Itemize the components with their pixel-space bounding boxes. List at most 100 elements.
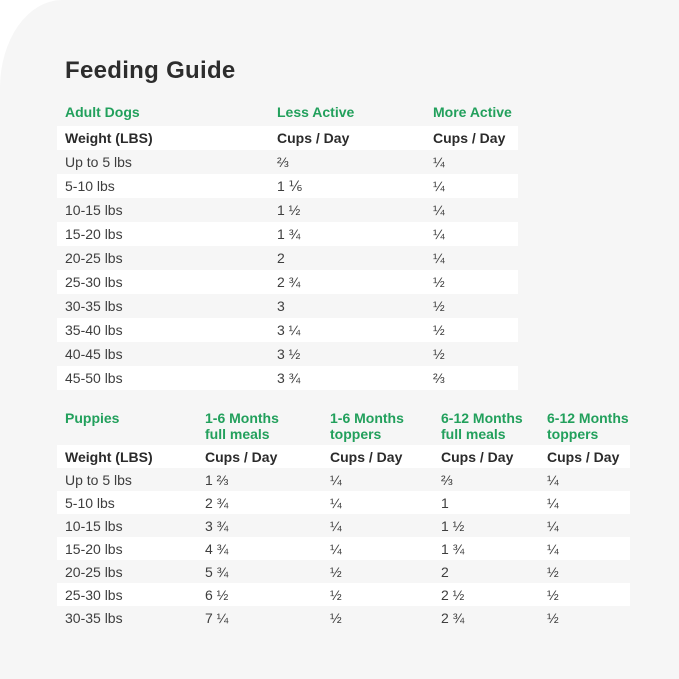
less-active-value: 3 ¼ xyxy=(277,322,301,338)
value-6-12-toppers: ½ xyxy=(547,563,559,580)
column-header-more-active: More Active xyxy=(433,104,512,120)
table-row: 45-50 lbs 3 ¾ ⅔ xyxy=(57,366,518,390)
value-6-12-toppers: ½ xyxy=(547,609,559,626)
value-1-6-full-meals: 1 ⅔ xyxy=(205,471,229,488)
more-active-value: ¼ xyxy=(433,154,445,170)
more-active-value: ⅔ xyxy=(433,370,445,386)
weight-cell: 45-50 lbs xyxy=(65,370,123,386)
table-row: 35-40 lbs 3 ¼ ½ xyxy=(57,318,518,342)
less-active-value: 2 xyxy=(277,250,285,266)
adult-subheader-row: Weight (LBS) Cups / Day Cups / Day xyxy=(57,126,518,150)
puppies-subheader-row: Weight (LBS) Cups / Day Cups / Day Cups … xyxy=(57,445,630,468)
table-row: 20-25 lbs 5 ¾ ½ 2 ½ xyxy=(57,560,630,583)
value-6-12-full-meals: ⅔ xyxy=(441,471,453,488)
more-active-value: ¼ xyxy=(433,178,445,194)
less-active-value: 3 xyxy=(277,298,285,314)
value-6-12-full-meals: 1 xyxy=(441,494,449,511)
cups-per-day-header: Cups / Day xyxy=(441,448,514,465)
value-1-6-full-meals: 7 ¼ xyxy=(205,609,229,626)
more-active-value: ¼ xyxy=(433,202,445,218)
table-row: 5-10 lbs 1 ⅙ ¼ xyxy=(57,174,518,198)
table-row: 15-20 lbs 4 ¾ ¼ 1 ¾ ¼ xyxy=(57,537,630,560)
column-header-less-active: Less Active xyxy=(277,104,355,120)
weight-cell: 25-30 lbs xyxy=(65,586,123,603)
table-row: 30-35 lbs 7 ¼ ½ 2 ¾ ½ xyxy=(57,606,630,629)
value-1-6-toppers: ¼ xyxy=(330,471,342,488)
value-6-12-toppers: ¼ xyxy=(547,494,559,511)
weight-cell: 40-45 lbs xyxy=(65,346,123,362)
weight-cell: 5-10 lbs xyxy=(65,494,115,511)
adult-table-body: Up to 5 lbs ⅔ ¼ 5-10 lbs 1 ⅙ ¼ 10-15 lbs… xyxy=(57,150,518,390)
less-active-value: 1 ¾ xyxy=(277,226,301,242)
value-6-12-full-meals: 2 xyxy=(441,563,449,580)
value-6-12-full-meals: 1 ¾ xyxy=(441,540,465,557)
cups-per-day-header: Cups / Day xyxy=(277,130,350,146)
puppies-table: Puppies 1-6 Months full meals 1-6 Months… xyxy=(57,407,630,629)
more-active-value: ½ xyxy=(433,322,445,338)
less-active-value: ⅔ xyxy=(277,154,289,170)
weight-cell: Up to 5 lbs xyxy=(65,154,132,170)
less-active-value: 3 ½ xyxy=(277,346,301,362)
less-active-value: 2 ¾ xyxy=(277,274,301,290)
weight-cell: 30-35 lbs xyxy=(65,609,123,626)
value-1-6-full-meals: 2 ¾ xyxy=(205,494,229,511)
cups-per-day-header: Cups / Day xyxy=(433,130,506,146)
cups-per-day-header: Cups / Day xyxy=(330,448,403,465)
less-active-value: 3 ¾ xyxy=(277,370,301,386)
less-active-value: 1 ½ xyxy=(277,202,301,218)
value-1-6-full-meals: 4 ¾ xyxy=(205,540,229,557)
weight-cell: 25-30 lbs xyxy=(65,274,123,290)
table-row: 5-10 lbs 2 ¾ ¼ 1 ¼ xyxy=(57,491,630,514)
table-row: Up to 5 lbs ⅔ ¼ xyxy=(57,150,518,174)
weight-cell: 5-10 lbs xyxy=(65,178,115,194)
value-6-12-full-meals: 1 ½ xyxy=(441,517,465,534)
weight-header: Weight (LBS) xyxy=(65,130,153,146)
adult-group-header-row: Adult Dogs Less Active More Active xyxy=(57,101,518,126)
table-row: 10-15 lbs 1 ½ ¼ xyxy=(57,198,518,222)
weight-cell: 20-25 lbs xyxy=(65,563,123,580)
column-header-6-12-months-full-meals: 6-12 Months full meals xyxy=(441,410,523,442)
weight-cell: 15-20 lbs xyxy=(65,226,123,242)
more-active-value: ¼ xyxy=(433,226,445,242)
puppies-group-header-row: Puppies 1-6 Months full meals 1-6 Months… xyxy=(57,407,630,445)
page-title: Feeding Guide xyxy=(65,57,236,84)
table-row: 25-30 lbs 2 ¾ ½ xyxy=(57,270,518,294)
value-6-12-toppers: ½ xyxy=(547,586,559,603)
more-active-value: ½ xyxy=(433,346,445,362)
table-row: Up to 5 lbs 1 ⅔ ¼ ⅔ ¼ xyxy=(57,468,630,491)
less-active-value: 1 ⅙ xyxy=(277,177,303,194)
section-label-adult-dogs: Adult Dogs xyxy=(65,104,140,120)
value-1-6-toppers: ¼ xyxy=(330,494,342,511)
value-1-6-toppers: ¼ xyxy=(330,517,342,534)
more-active-value: ½ xyxy=(433,298,445,314)
weight-cell: 35-40 lbs xyxy=(65,322,123,338)
table-row: 20-25 lbs 2 ¼ xyxy=(57,246,518,270)
value-1-6-full-meals: 5 ¾ xyxy=(205,563,229,580)
weight-cell: 15-20 lbs xyxy=(65,540,123,557)
cups-per-day-header: Cups / Day xyxy=(205,448,278,465)
column-header-6-12-months-toppers: 6-12 Months toppers xyxy=(547,410,629,442)
puppies-table-body: Up to 5 lbs 1 ⅔ ¼ ⅔ ¼ 5-10 lbs 2 ¾ ¼ 1 ¼… xyxy=(57,468,630,629)
more-active-value: ½ xyxy=(433,274,445,290)
table-row: 40-45 lbs 3 ½ ½ xyxy=(57,342,518,366)
value-1-6-toppers: ½ xyxy=(330,563,342,580)
value-1-6-full-meals: 6 ½ xyxy=(205,586,229,603)
value-1-6-toppers: ½ xyxy=(330,609,342,626)
value-6-12-toppers: ¼ xyxy=(547,517,559,534)
adult-dogs-table: Adult Dogs Less Active More Active Weigh… xyxy=(57,101,518,390)
value-1-6-full-meals: 3 ¾ xyxy=(205,517,229,534)
value-6-12-toppers: ¼ xyxy=(547,540,559,557)
column-header-1-6-months-toppers: 1-6 Months toppers xyxy=(330,410,404,442)
value-1-6-toppers: ½ xyxy=(330,586,342,603)
weight-cell: 30-35 lbs xyxy=(65,298,123,314)
weight-cell: 10-15 lbs xyxy=(65,202,123,218)
weight-header: Weight (LBS) xyxy=(65,448,153,465)
table-row: 10-15 lbs 3 ¾ ¼ 1 ½ ¼ xyxy=(57,514,630,537)
cups-per-day-header: Cups / Day xyxy=(547,448,620,465)
weight-cell: 20-25 lbs xyxy=(65,250,123,266)
value-6-12-full-meals: 2 ¾ xyxy=(441,609,465,626)
table-row: 15-20 lbs 1 ¾ ¼ xyxy=(57,222,518,246)
table-row: 25-30 lbs 6 ½ ½ 2 ½ ½ xyxy=(57,583,630,606)
weight-cell: 10-15 lbs xyxy=(65,517,123,534)
weight-cell: Up to 5 lbs xyxy=(65,471,132,488)
